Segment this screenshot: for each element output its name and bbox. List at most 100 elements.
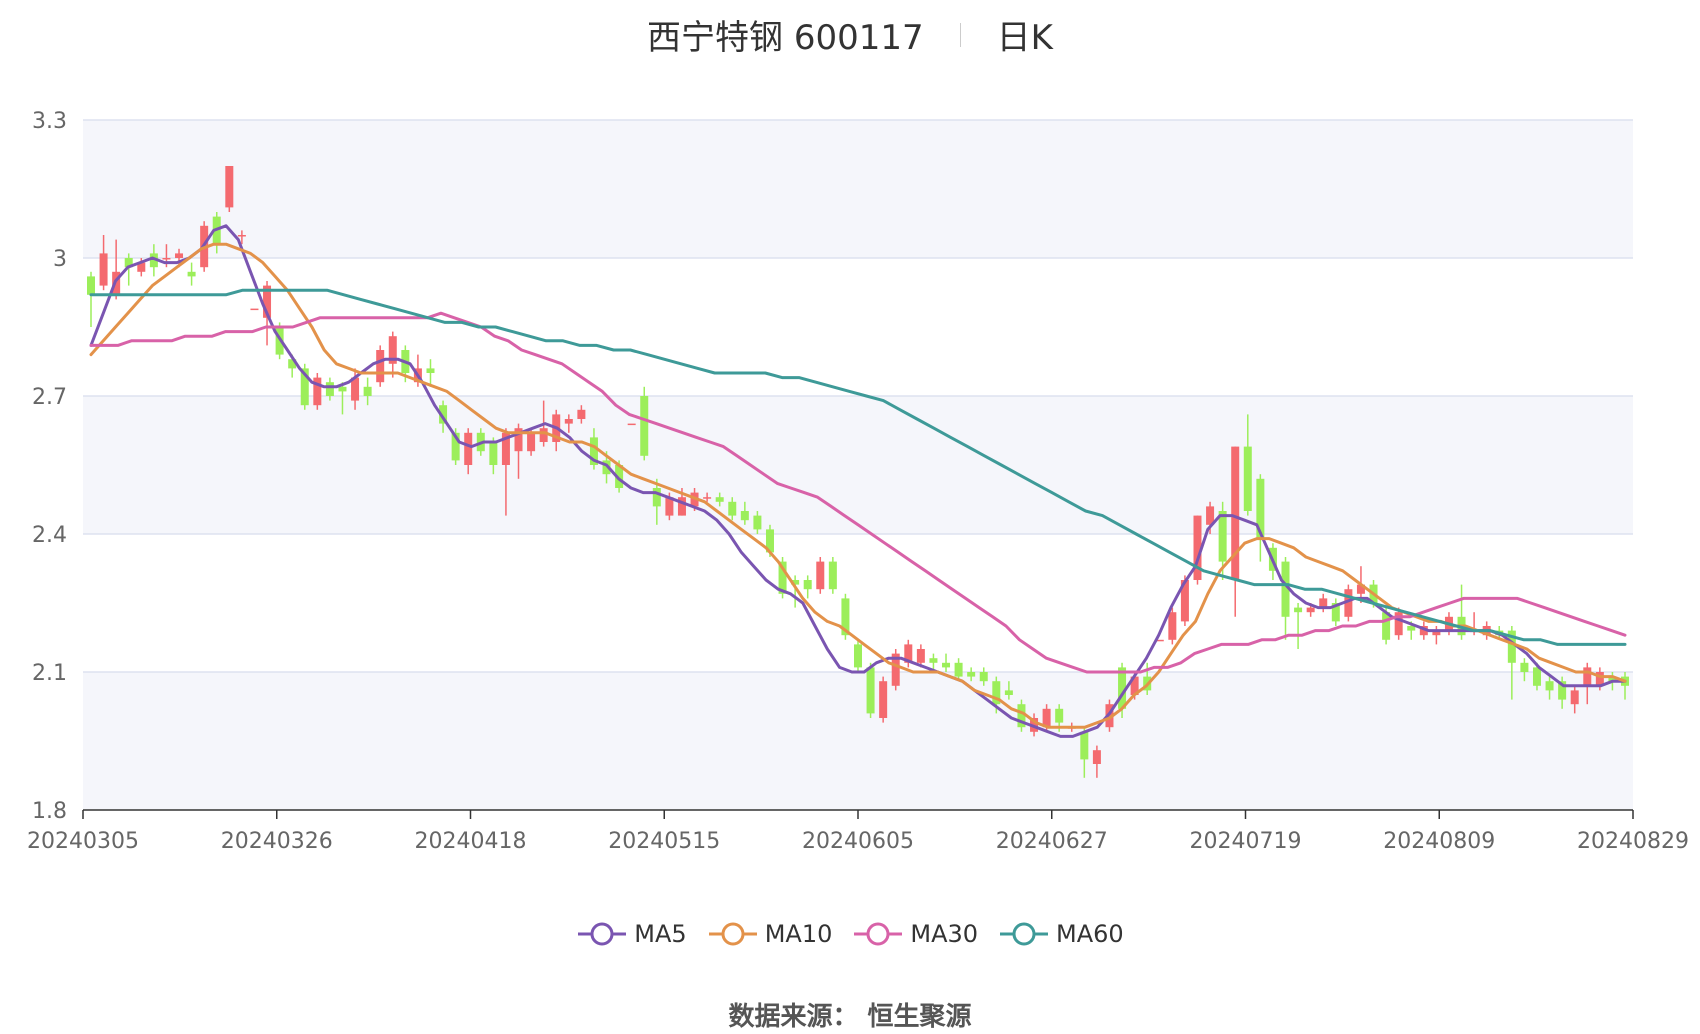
candle-body — [1231, 446, 1240, 580]
candle-body — [1042, 708, 1051, 728]
candle — [866, 662, 875, 718]
candle-body — [942, 662, 951, 668]
candle-body — [615, 465, 624, 488]
candle — [740, 501, 749, 525]
candle-body — [627, 423, 636, 426]
candle-body — [1344, 589, 1353, 617]
candle — [703, 492, 712, 502]
candle-body — [1558, 681, 1567, 700]
candle — [1017, 699, 1026, 732]
y-axis: 3.3 3 2.7 2.4 2.1 1.8 — [32, 109, 67, 824]
candle-body — [1356, 584, 1365, 594]
candle-body — [1168, 612, 1177, 640]
candle-body — [325, 382, 334, 396]
candle-body — [1281, 561, 1290, 617]
candle — [225, 166, 234, 212]
candle-body — [300, 368, 309, 406]
legend-item-ma10[interactable]: MA10 — [707, 919, 832, 948]
candle-body — [237, 235, 246, 237]
candle — [250, 308, 259, 311]
candle-body — [1507, 630, 1516, 663]
legend-item-ma30[interactable]: MA30 — [852, 919, 978, 948]
candle — [1432, 626, 1441, 645]
candle — [1570, 685, 1579, 714]
candle-body — [1055, 708, 1064, 723]
candle — [338, 382, 347, 415]
stock-name: 西宁特钢 600117 — [647, 18, 924, 58]
candle-body — [854, 644, 862, 668]
candle-body — [891, 653, 900, 686]
candle-body — [665, 497, 674, 516]
candle — [501, 428, 510, 516]
candle-body — [1331, 603, 1340, 622]
candle — [1294, 603, 1303, 649]
y-tick-label: 1.8 — [32, 799, 67, 824]
candle — [351, 368, 360, 410]
candle-body — [137, 262, 146, 272]
legend-item-ma60[interactable]: MA60 — [998, 919, 1124, 948]
background-band — [83, 396, 1633, 534]
candle-body — [1520, 662, 1529, 672]
x-tick-label: 20240829 — [1577, 829, 1689, 854]
candle-body — [1218, 511, 1227, 562]
candle-body — [250, 308, 259, 311]
candle — [1331, 598, 1340, 626]
candle — [426, 359, 435, 387]
candle — [149, 244, 158, 277]
candle-body — [954, 662, 963, 677]
candle-body — [841, 598, 850, 636]
candle — [577, 405, 586, 424]
candle-body — [828, 561, 837, 590]
candle — [954, 658, 963, 682]
candle — [187, 262, 196, 286]
candle-body — [99, 253, 108, 286]
candle-body — [363, 386, 372, 396]
x-tick-label: 20240719 — [1190, 829, 1302, 854]
title-separator — [959, 22, 961, 47]
candle — [1256, 474, 1265, 562]
candle-body — [451, 432, 460, 461]
x-tick-label: 20240305 — [27, 829, 139, 854]
candle-body — [187, 271, 196, 277]
candle — [300, 363, 309, 410]
candle — [715, 492, 724, 507]
candle-body — [225, 166, 234, 208]
candle-body — [514, 428, 523, 452]
candle — [828, 557, 837, 594]
x-tick-label: 20240515 — [608, 829, 720, 854]
candle-body — [677, 497, 686, 516]
candle-body — [1256, 478, 1265, 539]
candle-body — [489, 442, 498, 465]
x-tick-label: 20240809 — [1383, 829, 1495, 854]
legend-label: MA60 — [1056, 919, 1124, 948]
candle — [1155, 639, 1164, 642]
candle-body — [263, 285, 272, 318]
y-tick-label: 3.3 — [32, 109, 67, 134]
legend-item-ma5[interactable]: MA5 — [576, 919, 687, 948]
chart-title: 西宁特钢 600117 日K — [0, 10, 1700, 59]
candle — [1080, 727, 1089, 778]
candle — [627, 423, 636, 426]
candle-body — [1570, 690, 1579, 705]
candle-body — [904, 644, 913, 663]
candle-body — [1294, 607, 1303, 613]
candle — [854, 639, 862, 672]
candle — [589, 428, 598, 470]
x-tick-label: 20240326 — [221, 829, 333, 854]
candle-body — [124, 258, 133, 268]
candle-body — [1608, 676, 1617, 682]
candle — [124, 253, 133, 286]
candle — [1344, 584, 1353, 622]
candle-body — [313, 377, 322, 406]
candle — [363, 377, 372, 406]
candle-body — [338, 386, 347, 392]
candle-body — [765, 529, 774, 553]
candle — [564, 414, 573, 433]
candle — [376, 345, 385, 387]
background-bands — [83, 120, 1633, 810]
candle — [640, 386, 649, 461]
candle — [1168, 607, 1177, 645]
candle-body — [1319, 598, 1328, 608]
candle — [1281, 557, 1290, 640]
candle — [803, 575, 812, 599]
